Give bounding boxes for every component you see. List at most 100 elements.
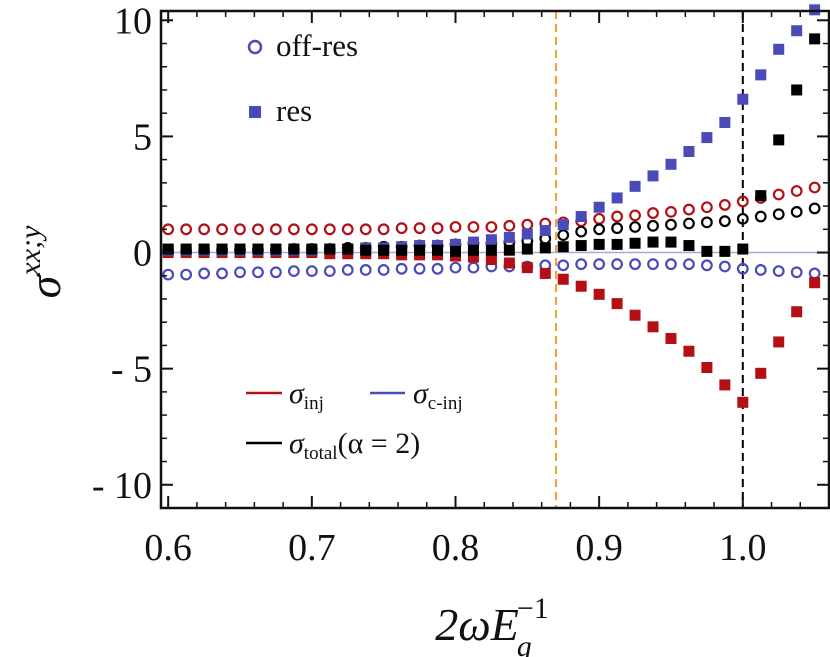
x-tick-label: 0.7: [288, 527, 336, 569]
data-point-filled-total: [665, 236, 677, 248]
data-point-open-total: [593, 223, 606, 236]
data-point-open-total: [754, 210, 767, 223]
legend-label-res: res: [276, 93, 312, 128]
data-point-filled-inj: [467, 251, 479, 263]
data-point-open-inj: [413, 222, 426, 235]
data-point-filled-cinj: [773, 43, 785, 55]
data-point-open-cinj: [305, 265, 318, 278]
data-point-filled-inj: [737, 396, 749, 408]
plot-frame: [159, 9, 830, 510]
data-point-filled-inj: [791, 306, 803, 318]
data-point-filled-total: [162, 243, 174, 255]
data-point-filled-total: [683, 240, 695, 252]
data-point-filled-cinj: [629, 180, 641, 192]
data-point-filled-cinj: [575, 211, 587, 223]
data-point-filled-total: [791, 84, 803, 96]
data-point-open-cinj: [790, 266, 803, 279]
data-point-open-inj: [665, 205, 677, 218]
data-point-filled-cinj: [485, 234, 497, 246]
data-point-open-inj: [503, 219, 516, 232]
legend-label-cinj: σc-inj: [413, 377, 463, 414]
data-point-open-cinj: [700, 259, 713, 272]
data-point-open-total: [611, 222, 624, 235]
legend-label-total: σtotal(α = 2): [289, 427, 420, 464]
axis-ticks: [161, 11, 829, 508]
data-point-filled-total: [557, 241, 569, 253]
data-point-open-total: [808, 202, 821, 215]
data-point-filled-inj: [521, 262, 533, 274]
data-point-open-inj: [341, 223, 354, 236]
data-point-filled-inj: [485, 254, 497, 265]
data-point-open-cinj: [234, 266, 246, 279]
data-point-filled-cinj: [593, 201, 605, 213]
data-point-filled-total: [378, 244, 390, 256]
data-point-open-inj: [449, 221, 462, 233]
data-point-filled-cinj: [665, 158, 677, 170]
data-point-open-inj: [252, 223, 264, 236]
data-point-filled-cinj: [737, 93, 749, 105]
data-point-filled-total: [809, 33, 821, 45]
data-point-filled-cinj: [449, 238, 461, 250]
data-point-open-total: [790, 205, 803, 218]
data-point-open-inj: [359, 223, 372, 236]
data-point-open-inj: [629, 209, 641, 222]
data-point-filled-total: [773, 134, 785, 146]
data-point-open-inj: [790, 185, 803, 197]
x-tick-label: 0.6: [144, 527, 192, 569]
data-point-filled-total: [701, 245, 713, 257]
data-point-filled-total: [593, 238, 605, 250]
data-point-filled-inj: [665, 332, 677, 344]
data-point-filled-inj: [611, 298, 623, 310]
data-point-open-inj: [287, 223, 300, 236]
data-point-open-inj: [323, 223, 336, 236]
data-point-filled-cinj: [701, 132, 713, 144]
data-point-open-cinj: [431, 262, 444, 275]
data-point-filled-inj: [575, 280, 587, 292]
data-point-filled-inj: [809, 277, 821, 289]
y-tick-label: - 10: [92, 465, 152, 507]
data-point-open-cinj: [180, 268, 193, 281]
data-point-open-inj: [521, 218, 534, 231]
x-tick-label: 0.9: [575, 527, 623, 569]
data-point-open-cinj: [216, 267, 228, 280]
x-axis-label-sub: g: [517, 630, 532, 657]
data-point-filled-total: [270, 243, 282, 255]
data-point-open-total: [575, 225, 588, 238]
data-point-open-inj: [683, 203, 695, 216]
data-point-open-inj: [700, 201, 713, 214]
y-tick-label: - 5: [111, 349, 152, 391]
data-point-filled-inj: [557, 273, 569, 285]
data-point-filled-total: [575, 240, 587, 252]
data-point-filled-total: [432, 244, 444, 256]
data-point-open-total: [772, 208, 785, 221]
data-point-open-inj: [431, 222, 444, 235]
data-point-open-inj: [377, 223, 390, 236]
data-point-open-cinj: [629, 258, 641, 271]
data-point-open-inj: [180, 223, 193, 236]
data-point-filled-total: [629, 237, 641, 249]
data-point-filled-total: [288, 243, 300, 255]
data-point-filled-total: [521, 243, 533, 255]
data-point-open-cinj: [287, 265, 300, 278]
data-point-open-cinj: [395, 262, 408, 275]
data-point-filled-inj: [647, 321, 659, 333]
data-point-filled-total: [324, 243, 336, 255]
marker-legend: off-res res: [247, 28, 358, 128]
data-point-filled-inj: [719, 379, 731, 391]
data-point-open-cinj: [754, 264, 767, 276]
data-point-filled-cinj: [611, 192, 623, 204]
x-axis-label: 2ωE−1 g: [435, 592, 549, 657]
data-point-open-cinj: [575, 258, 588, 271]
data-point-open-cinj: [252, 266, 264, 279]
data-point-open-cinj: [736, 262, 749, 275]
data-point-open-inj: [234, 223, 246, 236]
data-point-filled-inj: [773, 336, 785, 348]
data-point-open-inj: [593, 212, 606, 225]
data-point-filled-cinj: [755, 69, 767, 81]
legend-label-off-res: off-res: [276, 28, 358, 63]
y-tick-label: 5: [133, 116, 152, 158]
data-point-open-total: [700, 216, 713, 229]
legend-open-circle-marker: [247, 39, 263, 55]
data-point-filled-cinj: [719, 116, 731, 128]
